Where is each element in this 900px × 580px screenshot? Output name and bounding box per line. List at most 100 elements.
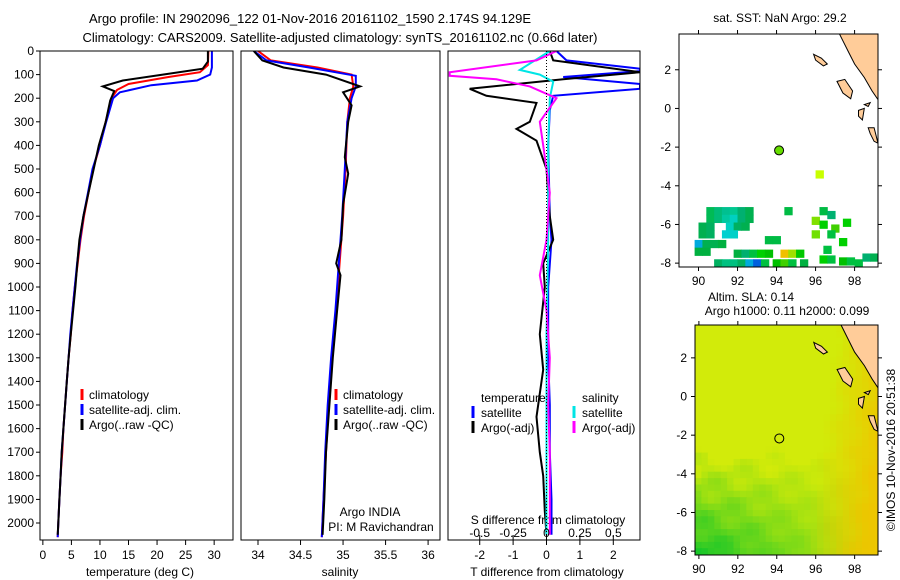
sla-cell (765, 420, 773, 428)
sla-cell (829, 433, 837, 441)
sla-cell (849, 407, 857, 415)
sla-cell (701, 497, 709, 505)
sla-cell (868, 548, 876, 555)
sla-cell (804, 490, 812, 498)
sla-cell (752, 382, 760, 390)
sla-cell (759, 561, 766, 568)
sla-cell (797, 331, 805, 339)
lon-tick-label: 90 (692, 562, 706, 576)
sla-cell (823, 471, 831, 479)
sla-cell (720, 325, 728, 332)
sla-cell (829, 439, 837, 447)
sla-cell (772, 452, 780, 460)
sla-cell (752, 529, 760, 537)
sla-cell (862, 490, 869, 498)
y-tick-label: 1400 (7, 374, 34, 388)
sla-cell (778, 522, 786, 530)
sla-cell (695, 458, 702, 466)
sla-cell (759, 490, 767, 498)
sst-cell (725, 222, 735, 231)
sla-cell (772, 446, 780, 454)
sla-cell (720, 484, 728, 492)
sla-cell (733, 478, 741, 486)
y-tick-label: 800 (14, 233, 34, 247)
sla-cell (772, 458, 780, 466)
sla-cell (727, 522, 735, 530)
sla-cell (695, 337, 702, 345)
sla-cell (727, 331, 735, 339)
sst-map: 90 92 94 96 98 2 0 -2 -4 -6 -8 (660, 30, 882, 288)
sla-cell (714, 337, 722, 345)
sla-cell (707, 503, 715, 511)
sla-cell (765, 433, 773, 441)
sla-cell (695, 535, 702, 543)
sla-cell (765, 363, 773, 371)
sla-cell (695, 414, 702, 422)
sla-cell (810, 382, 818, 390)
sla-cell (842, 452, 850, 460)
sla-cell (772, 554, 780, 555)
sla-cell (752, 331, 760, 339)
sla-cell (829, 376, 837, 383)
sla-cell (797, 529, 805, 537)
sla-cell (714, 465, 722, 473)
lon-tick-label: 96 (809, 562, 823, 576)
sla-cell (836, 497, 844, 505)
sla-cell (740, 471, 747, 479)
legend-label: satellite (582, 406, 623, 420)
sla-cell (733, 516, 741, 524)
salinity-panel: 34 34.5 35 35.5 36 climatologysatellite-adj. … (240, 50, 441, 562)
sla-cell (829, 535, 837, 543)
sla-cell (746, 344, 754, 352)
sla-cell (746, 395, 754, 403)
sla-cell (701, 382, 709, 390)
sla-cell (720, 490, 728, 498)
sla-cell (862, 433, 869, 441)
sla-cell (727, 541, 735, 549)
sla-cell (740, 541, 747, 549)
sla-cell (727, 439, 735, 447)
sla-cell (746, 497, 754, 505)
sla-cell (784, 439, 792, 447)
sla-cell (746, 465, 754, 473)
sla-cell (829, 541, 837, 549)
sla-cell (829, 363, 837, 371)
sla-cell (746, 427, 754, 435)
sla-cell (836, 382, 844, 390)
sla-cell (727, 452, 735, 460)
sla-cell (804, 548, 812, 555)
sla-cell (778, 497, 786, 505)
sla-cell (778, 331, 786, 339)
sla-cell (842, 420, 850, 428)
sla-cell (772, 401, 780, 409)
sla-cell (791, 490, 799, 498)
sla-cell (740, 407, 747, 415)
sla-cell (817, 452, 825, 460)
y-tick-label: 600 (14, 186, 34, 200)
sla-cell (746, 369, 754, 377)
sla-cell (778, 446, 786, 454)
sst-cell (706, 222, 715, 231)
sla-cell (759, 388, 767, 396)
sla-cell (855, 439, 863, 447)
sla-cell (874, 401, 878, 409)
sla-cell (714, 369, 722, 377)
sla-cell (759, 433, 767, 441)
tdiff-xlabel: T difference from climatology (470, 565, 624, 579)
sla-cell (695, 382, 702, 390)
sla-cell (849, 433, 857, 441)
sla-cell (772, 503, 780, 511)
sla-cell (842, 465, 850, 473)
sla-cell (855, 516, 863, 524)
lat-tick-label: -8 (660, 256, 671, 270)
sla-cell (701, 433, 709, 441)
sst-cell (796, 249, 805, 258)
sla-cell (855, 369, 863, 377)
sla-cell (714, 427, 722, 435)
sla-cell (707, 356, 715, 364)
sla-cell (784, 548, 792, 555)
y-tick-label: 300 (14, 115, 34, 129)
sla-cell (740, 382, 747, 390)
sst-cell (838, 237, 848, 247)
sla-cell (752, 522, 760, 530)
